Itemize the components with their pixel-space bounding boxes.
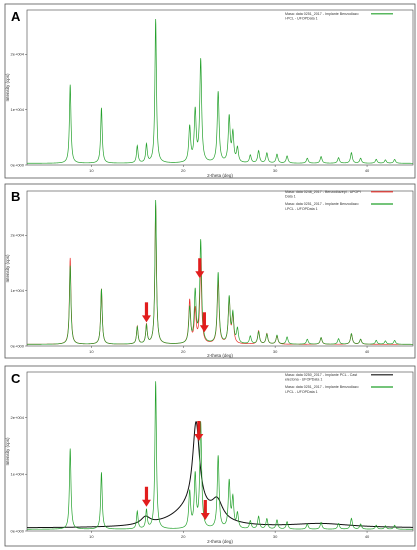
legend-entry-text: electona - UFOPData 1 [285,378,322,382]
arrow-shaft [203,500,207,515]
panel-letter: B [11,189,20,204]
series-line-2 [27,199,413,345]
y-tick-label: 0e+000 [11,343,25,348]
series-line-1 [27,18,413,164]
arrow-annotation [200,500,210,521]
arrow-head [195,271,205,279]
panel-frame [4,183,416,359]
legend-entry-text: Masa: data 0251_2017 - Implante Benzodia… [285,385,359,389]
arrow-head [200,513,210,521]
x-tick-label: 30 [273,534,278,539]
x-tick-label: 10 [89,534,94,539]
arrow-shaft [144,486,149,501]
x-axis-label: 2-theta (deg) [207,539,233,544]
y-tick-label: 1e+004 [11,107,25,112]
arrow-shaft [197,420,201,435]
series-line-1 [26,420,414,529]
legend-entry-text: Masa: data 0251_2017 - Implante Benzodia… [285,202,359,206]
chart-panel-a: A 10 20 30 40 0e+000 1e+004 2e+004 2-theta (deg)… [4,3,416,179]
panel-letter: C [11,371,21,386]
arrow-head [141,499,151,507]
x-tick-label: 10 [89,349,94,354]
x-tick-label: 20 [181,349,186,354]
legend-entry-text: l-PCL - UFOPData 1 [285,390,318,394]
y-tick-label: 0e+000 [11,528,25,533]
plot-area [26,371,414,532]
arrow-shaft [144,302,149,317]
x-tick-label: 20 [181,534,186,539]
arrow-annotation [141,302,151,323]
y-axis-label: Intensity (cps) [5,437,10,466]
arrow-annotation [194,420,204,441]
x-axis-label: 2-theta (deg) [207,353,233,358]
chart-panel-c: C 10 20 30 40 0e+000 1e+004 2e+004 2-theta (deg)… [4,365,416,547]
x-tick-label: 10 [89,168,94,173]
y-axis-label: Intensity (cps) [5,73,10,102]
arrow-head [199,325,209,333]
arrow-shaft [202,312,206,327]
arrow-head [141,315,151,323]
x-tick-label: 30 [273,349,278,354]
arrow-annotation [199,312,209,333]
chart-panel-b: B 10 20 30 40 0e+000 1e+004 2e+004 2-theta (deg)… [4,183,416,359]
arrow-head [194,433,204,441]
x-tick-label: 40 [365,168,370,173]
arrow-annotation [195,258,205,279]
y-tick-label: 2e+004 [11,415,25,420]
arrow-annotation [141,486,151,507]
y-tick-label: 2e+004 [11,233,25,238]
legend-entry-text: Masa: data 0250_2017 - Implante PCL - Ca… [285,373,357,377]
panel-letter: A [11,9,21,24]
plot-area [26,190,414,347]
x-tick-label: 30 [273,168,278,173]
panel-frame [4,365,416,547]
x-tick-label: 20 [181,168,186,173]
y-tick-label: 1e+004 [11,472,25,477]
series-line-2 [27,381,413,530]
x-tick-label: 40 [365,534,370,539]
y-tick-label: 1e+004 [11,288,25,293]
legend-entry-text: Masa: data 0251_2017 - Implante Benzodia… [285,12,359,16]
x-axis-label: 2-theta (deg) [207,173,233,178]
x-tick-label: 40 [365,349,370,354]
y-tick-label: 2e+004 [11,52,25,57]
arrow-shaft [198,258,202,273]
legend-entry-text: l-PCL - UFOPData 1 [285,17,318,21]
plot-area [26,9,414,166]
panel-frame [4,3,416,179]
legend-entry-text: Masa: data 0248_2017 - Benzodiazepi - UF… [285,190,361,194]
y-tick-label: 0e+000 [11,162,25,167]
y-axis-label: Intensity (cps) [5,254,10,283]
legend-entry-text: l-PCL - UFOPData 1 [285,207,318,211]
legend-entry-text: Data 1 [285,195,296,199]
